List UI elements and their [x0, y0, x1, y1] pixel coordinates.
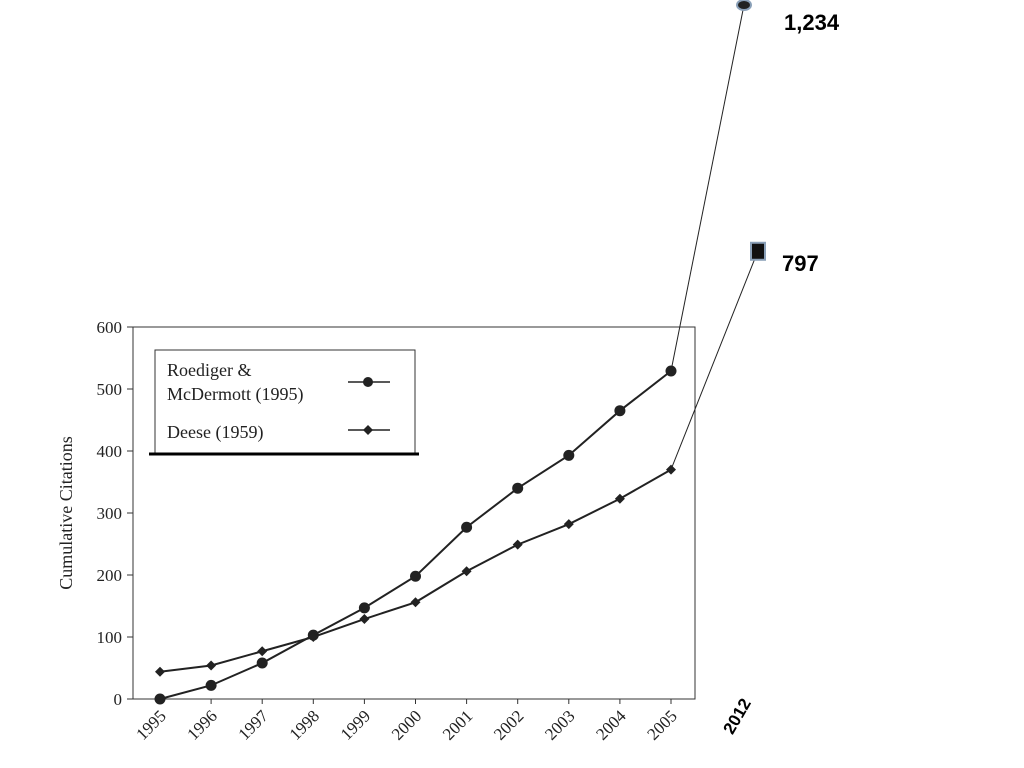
y-axis-label: Cumulative Citations: [56, 436, 76, 590]
y-tick-label-0: 0: [114, 690, 123, 709]
extension-line-deese: [670, 250, 759, 470]
data-point-roediger-2002: [512, 482, 524, 494]
data-point-roediger-1999: [358, 602, 370, 614]
data-point-roediger-1995: [154, 693, 166, 705]
data-point-deese-2001: [461, 566, 472, 577]
data-point-roediger-1996: [205, 679, 217, 691]
data-point-roediger-2004: [614, 405, 626, 417]
extension-value-roediger: 1,234: [784, 10, 840, 35]
data-point-deese-1999: [359, 614, 370, 625]
y-axis-ticks: 0 100 200 300 400 500 600: [97, 318, 133, 709]
legend-label-deese: Deese (1959): [167, 422, 263, 443]
legend-marker-roediger: [363, 377, 373, 387]
x-tick-label-2005: 2005: [643, 706, 680, 743]
data-point-roediger-2003: [563, 449, 575, 461]
extension-line-roediger: [670, 4, 745, 372]
y-tick-label-500: 500: [97, 380, 123, 399]
x-tick-label-2001: 2001: [439, 706, 476, 743]
data-point-deese-1998: [308, 632, 319, 642]
x-tick-label-2003: 2003: [541, 706, 578, 743]
data-point-deese-2005: [666, 464, 676, 475]
extension-layer: 1,234 797 2012: [670, 0, 840, 737]
data-point-deese-1995: [155, 666, 165, 677]
x-tick-label-1997: 1997: [235, 706, 273, 744]
legend-box: [154, 349, 416, 454]
data-point-deese-2002: [512, 539, 523, 550]
y-tick-label-100: 100: [97, 628, 123, 647]
x-tick-label-2004: 2004: [592, 706, 630, 744]
legend: Roediger & McDermott (1995) Deese (1959): [149, 349, 419, 456]
x-tick-label-1995: 1995: [132, 706, 169, 743]
y-tick-label-200: 200: [97, 566, 123, 585]
data-point-roediger-2005: [665, 365, 677, 377]
data-point-roediger-2000: [410, 570, 421, 582]
data-point-deese-2000: [410, 597, 421, 608]
data-point-deese-2003: [563, 519, 574, 530]
x-tick-label-1998: 1998: [286, 706, 323, 743]
legend-label-roediger-line1: Roediger &: [167, 360, 251, 380]
extension-value-deese: 797: [782, 251, 819, 276]
x-tick-label-1996: 1996: [183, 706, 220, 743]
y-tick-label-400: 400: [97, 442, 123, 461]
legend-marker-deese: [363, 425, 373, 435]
data-point-roediger-2001: [461, 521, 473, 533]
legend-label-roediger-line2: McDermott (1995): [167, 384, 303, 405]
data-point-deese-1996: [206, 660, 217, 671]
extension-marker-roediger: [736, 0, 752, 11]
data-point-deese-1997: [257, 646, 268, 657]
x-tick-label-2012: 2012: [720, 695, 755, 737]
x-tick-label-1999: 1999: [337, 706, 374, 743]
x-tick-label-2000: 2000: [388, 706, 425, 743]
x-tick-label-2002: 2002: [490, 706, 527, 743]
extension-marker-deese: [750, 241, 766, 261]
y-tick-label-600: 600: [97, 318, 123, 337]
data-point-deese-2004: [614, 493, 625, 504]
y-tick-label-300: 300: [97, 504, 123, 523]
series-layer: [154, 365, 677, 705]
x-axis-ticks: 1995 1996 1997 1998 1999 2000 2001 2002 2003 2004…: [132, 699, 681, 744]
data-point-roediger-1997: [256, 657, 268, 669]
